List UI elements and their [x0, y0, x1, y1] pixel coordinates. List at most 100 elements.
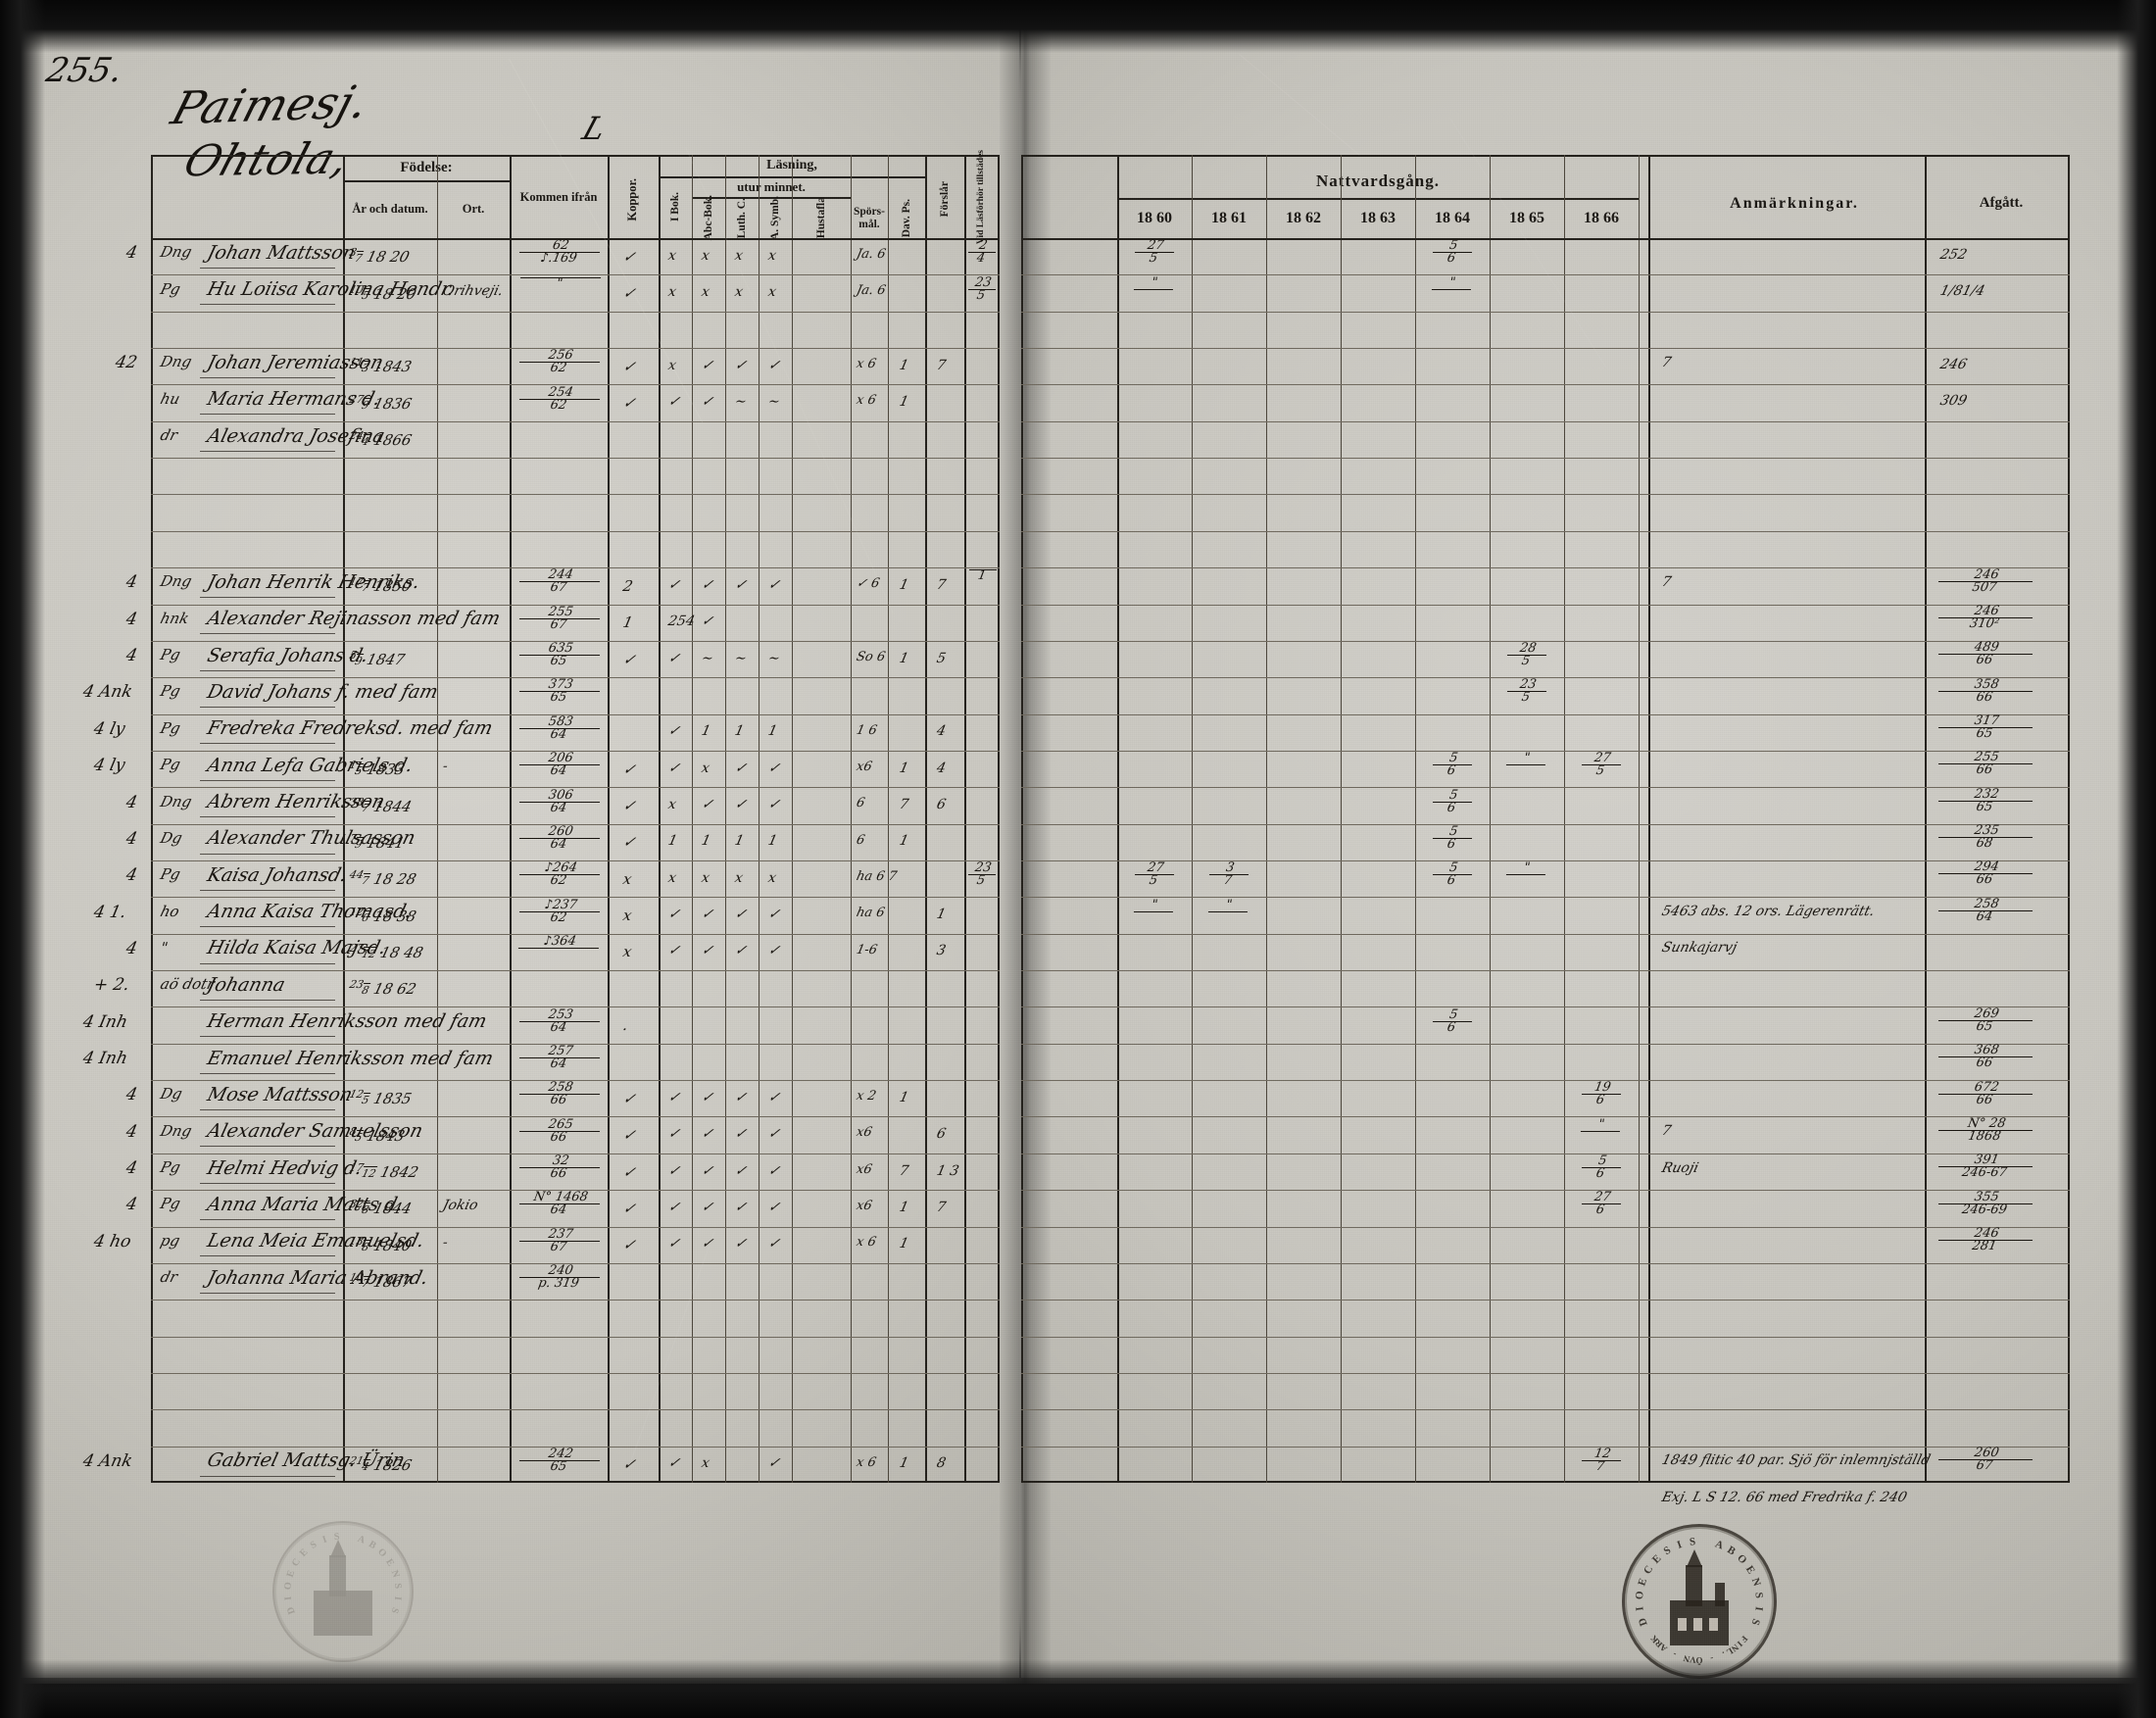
row-remark: 5463 abs. 12 ors. Lägerenrätt. — [1660, 904, 1877, 920]
row-rule — [1021, 312, 2070, 313]
name-underline — [200, 1255, 335, 1257]
row-rule — [1021, 714, 2070, 715]
row-rule — [1021, 384, 2070, 385]
header-communion-year: 18 66 — [1584, 209, 1619, 226]
name-underline — [200, 743, 335, 745]
header-bottom-rule — [1021, 238, 2070, 240]
communion-mark: " — [1431, 275, 1473, 290]
row-sporsmal-mark: x 6 — [855, 357, 878, 372]
row-status: Dng — [158, 572, 194, 591]
name-underline — [200, 597, 335, 599]
header-at-examination: Vid Läsförhör tillstädes — [976, 150, 987, 245]
column-rule — [925, 155, 927, 1483]
row-moved-from: 265 66 — [516, 1117, 602, 1145]
column-rule — [1415, 155, 1416, 1483]
header-communion-year: 18 63 — [1360, 209, 1396, 226]
header-remarks: Anmärkningar. — [1730, 194, 1859, 212]
name-underline — [200, 816, 335, 818]
row-name: David Johans f. med fam — [205, 680, 441, 703]
row-status: Dg — [158, 1085, 184, 1104]
row-status: Pg — [158, 1195, 182, 1213]
row-moved-from: " — [517, 276, 602, 291]
row-moved-from: 240 p. 319 — [516, 1263, 602, 1291]
header-communion-year: 18 65 — [1509, 209, 1544, 226]
scan-edge-top — [0, 0, 2156, 53]
book-gutter-shadow — [1000, 14, 1051, 1685]
margin-annotation: + 2. — [91, 975, 132, 996]
header-communion-year: 18 61 — [1211, 209, 1247, 226]
name-underline — [200, 450, 335, 452]
row-sporsmal-mark: ha 6 — [855, 906, 887, 921]
row-rule — [151, 751, 1000, 752]
row-status: Pg — [158, 646, 182, 664]
row-attendance: 23 5 — [965, 275, 998, 303]
row-rule — [151, 1227, 1000, 1228]
name-underline — [200, 962, 335, 964]
row-moved-from: 253 64 — [516, 1007, 602, 1035]
row-status: Dg — [158, 828, 184, 847]
row-rule — [151, 1190, 1000, 1191]
row-rule — [1021, 1447, 2070, 1448]
header-communion-group: Nattvardsgång. — [1316, 172, 1440, 191]
column-rule — [1648, 155, 1650, 1483]
row-rule — [1021, 1190, 2070, 1191]
header-communion-year: 18 60 — [1137, 209, 1172, 226]
row-sporsmal-mark: ha 6 7 — [855, 868, 899, 884]
row-rule — [151, 824, 1000, 825]
margin-annotation: 4 ly — [91, 756, 127, 776]
row-rule — [151, 348, 1000, 349]
scan-edge-bottom — [0, 1659, 2156, 1718]
column-rule — [1117, 155, 1119, 1483]
row-departed: 355 246-69 — [1936, 1190, 2034, 1217]
row-birth-place: Jokio — [441, 1198, 480, 1214]
row-moved-from: 583 64 — [516, 714, 602, 742]
right-register-table — [1021, 155, 2070, 1483]
row-rule — [151, 312, 1000, 313]
row-birth-date: 37 18 20 — [348, 246, 412, 267]
column-rule — [725, 155, 726, 1483]
name-underline — [200, 669, 335, 671]
row-departed: 235 68 — [1936, 823, 2034, 851]
row-rule — [151, 897, 1000, 898]
row-departed: 391 246-67 — [1936, 1153, 2034, 1180]
row-rule — [151, 860, 1000, 861]
row-birth-date: 177 1850 — [348, 575, 414, 596]
row-birth-date: 113 1843 — [348, 356, 414, 376]
header-luth-cat: Luth. C. — [735, 197, 748, 239]
row-departed: 258 64 — [1936, 897, 2034, 924]
row-name: Serafia Johans d. — [205, 644, 371, 666]
row-departed: 368 66 — [1936, 1043, 2034, 1070]
header-communion-year: 18 64 — [1435, 209, 1470, 226]
column-rule — [1341, 155, 1342, 1483]
name-underline — [200, 633, 335, 635]
row-attendance: 1 — [966, 568, 998, 583]
row-name: Fredreka Fredreksd. med fam — [205, 717, 495, 740]
row-name: Herman Henriksson med fam — [205, 1010, 490, 1033]
communion-mark: " — [1133, 275, 1175, 290]
row-departed: 309 — [1938, 393, 1969, 410]
row-departed: 294 66 — [1936, 859, 2034, 887]
column-rule — [608, 155, 610, 1483]
row-rule — [1021, 897, 2070, 898]
row-sporsmal-mark: Ja. 6 — [855, 283, 888, 299]
row-rule — [1021, 641, 2070, 642]
name-underline — [200, 1146, 335, 1148]
row-rule — [151, 641, 1000, 642]
row-moved-from: 258 66 — [516, 1080, 602, 1107]
header-birth-place: Ort. — [462, 202, 485, 217]
row-departed: 252 — [1938, 246, 1969, 263]
name-underline — [200, 1072, 335, 1074]
communion-mark: " — [1133, 898, 1175, 912]
scan-edge-right — [2117, 0, 2156, 1718]
row-departed: 489 66 — [1936, 640, 2034, 667]
column-rule — [692, 155, 693, 1483]
column-rule — [343, 155, 345, 1483]
margin-annotation: 4 Inh — [80, 1011, 129, 1032]
row-birth-date: 238 18 62 — [348, 978, 418, 999]
left-register-table — [151, 155, 1000, 1483]
row-name: Mose Mattsson — [205, 1083, 355, 1105]
name-underline — [200, 304, 335, 306]
